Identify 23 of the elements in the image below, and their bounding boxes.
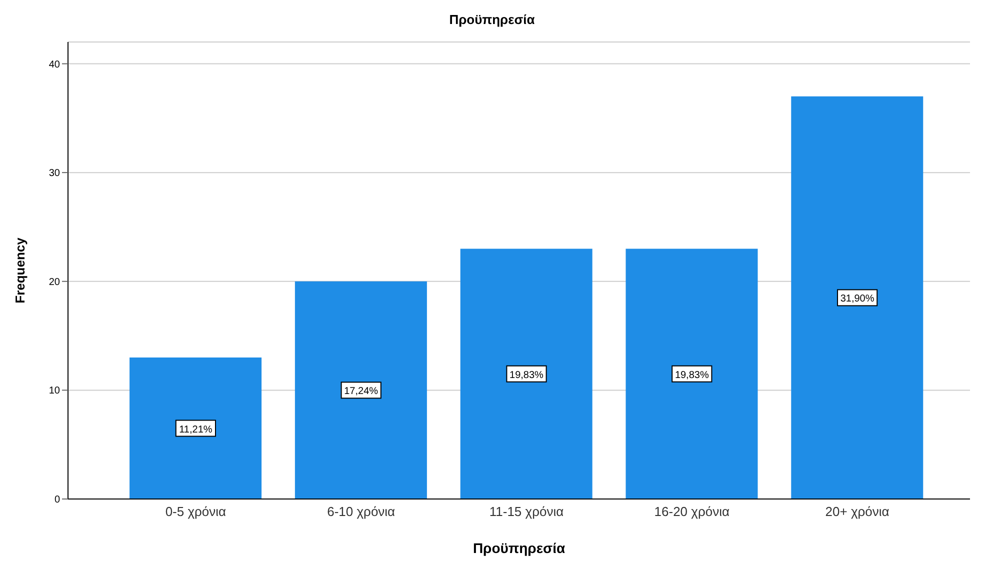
x-tick-label: 0-5 χρόνια — [165, 504, 227, 520]
y-tick-label: 0 — [54, 494, 60, 506]
bar — [294, 281, 427, 499]
annotation: 17,24% — [344, 386, 378, 398]
x-tick-label: 11-15 χρόνια — [489, 504, 564, 520]
y-axis-title: Frequency — [12, 236, 28, 304]
x-axis-title: Προϋπηρεσία — [472, 540, 566, 556]
bar — [460, 248, 592, 499]
bar — [130, 358, 262, 499]
annotation: 19,83% — [674, 370, 709, 381]
x-tick-label: 6-10 χρόνια — [327, 504, 396, 520]
bar — [791, 96, 924, 499]
annotation: 19,83% — [510, 370, 544, 381]
y-tick-label: 10 — [48, 386, 60, 397]
y-tick-label: 40 — [48, 59, 60, 70]
y-tick-label: 30 — [48, 168, 60, 180]
annotation: 11,21% — [179, 424, 212, 436]
annotation: 31,90% — [840, 294, 874, 305]
x-tick-label: 20+ χρόνια — [825, 504, 890, 520]
y-tick-label: 20 — [48, 276, 60, 288]
x-tick-label: 16-20 χρόνια — [654, 504, 730, 520]
bar — [626, 248, 758, 499]
chart-title: Προϋπηρεσία — [448, 11, 536, 29]
